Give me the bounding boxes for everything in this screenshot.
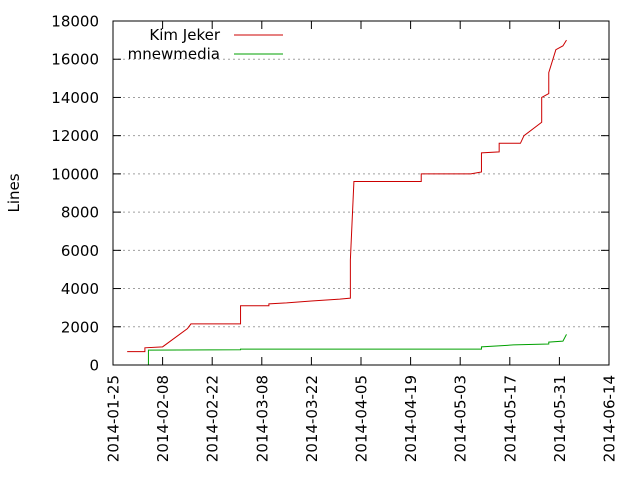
- series-lines: [127, 39, 567, 365]
- x-tick-label: 2014-06-14: [601, 375, 619, 462]
- y-tick-labels: 0 2000 4000 6000 8000 10000 12000 14000 16000 180…: [51, 13, 99, 375]
- x-tick-label: 2014-05-03: [452, 375, 470, 462]
- y-tick-label: 0: [89, 357, 99, 375]
- x-tick-label: 2014-02-22: [204, 375, 222, 462]
- y-tick-label: 14000: [51, 89, 99, 107]
- y-tick-label: 16000: [51, 51, 99, 69]
- x-tick-labels: 2014-01-25 2014-02-08 2014-02-22 2014-03-08…: [105, 375, 619, 462]
- y-tick-label: 12000: [51, 127, 99, 145]
- y-tick-label: 6000: [61, 242, 99, 260]
- legend-label-1: Kim Jeker: [149, 26, 220, 44]
- y-tick-label: 10000: [51, 165, 99, 183]
- x-tick-label: 2014-01-25: [105, 375, 123, 462]
- y-tick-label: 2000: [61, 318, 99, 336]
- x-tick-label: 2014-04-19: [402, 375, 420, 462]
- y-tick-label: 4000: [61, 280, 99, 298]
- series-line-1: [127, 39, 567, 353]
- x-tick-label: 2014-04-05: [353, 375, 371, 462]
- grid-lines: [113, 58, 609, 328]
- x-tick-label: 2014-05-17: [501, 375, 519, 462]
- legend-label-2: mnewmedia: [128, 45, 220, 63]
- y-tick-label: 8000: [61, 204, 99, 222]
- x-tick-label: 2014-05-31: [551, 375, 569, 462]
- x-tick-label: 2014-02-08: [154, 375, 172, 462]
- y-tick-label: 18000: [51, 13, 99, 31]
- x-tick-label: 2014-03-22: [303, 375, 321, 462]
- y-axis-label: Lines: [5, 173, 23, 212]
- x-tick-label: 2014-03-08: [253, 375, 271, 462]
- series-line-2: [147, 334, 567, 365]
- plot-frame: [112, 20, 610, 366]
- axis-ticks: [112, 20, 610, 366]
